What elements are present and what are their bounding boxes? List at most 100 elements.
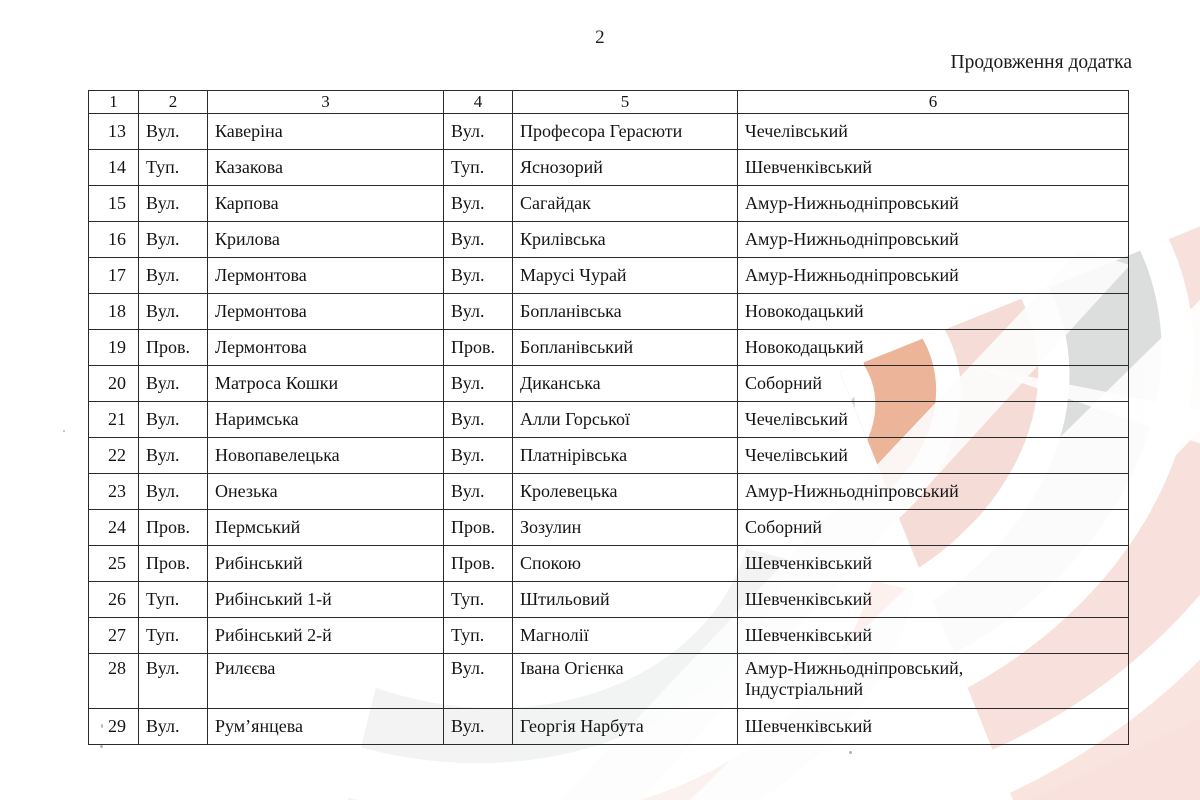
cell-index: 18: [88, 293, 139, 330]
table-row: 13 Вул. Каверіна Вул. Професора Герасюти Чече…: [88, 113, 1129, 150]
cell-new-type: Пров.: [443, 329, 513, 366]
table-row: 16 Вул. Крилова Вул. Крилівська Амур-Нижньодн…: [88, 221, 1129, 258]
table-body: 13 Вул. Каверіна Вул. Професора Герасюти Чече…: [88, 113, 1129, 745]
cell-old-type: Вул.: [138, 708, 208, 745]
cell-old-name: Наримська: [207, 401, 444, 438]
cell-old-type: Вул.: [138, 473, 208, 510]
table-row: 19 Пров. Лермонтова Пров. Бопланівський Новок…: [88, 329, 1129, 366]
district-line-1: Соборний: [745, 372, 823, 393]
cell-district: Амур-Нижньодніпровський, Індустріальний: [737, 653, 1129, 709]
table-row: 24 Пров. Пермський Пров. Зозулин Соборний: [88, 509, 1129, 546]
cell-old-type: Вул.: [138, 653, 208, 709]
table-row: 26 Туп. Рибінський 1-й Туп. Штильовий Шевченк…: [88, 581, 1129, 618]
district-line-1: Шевченківський: [745, 588, 872, 609]
district-line-1: Новокодацький: [745, 300, 864, 321]
table-row: 25 Пров. Рибінський Пров. Спокою Шевченківськ…: [88, 545, 1129, 582]
cell-index: 19: [88, 329, 139, 366]
cell-new-name: Сагайдак: [512, 185, 738, 222]
column-header-4: 4: [443, 90, 513, 114]
cell-district: Шевченківський: [737, 581, 1129, 618]
cell-old-name: Карпова: [207, 185, 444, 222]
district-line-1: Амур-Нижньодніпровський: [745, 480, 959, 501]
cell-district: Шевченківський: [737, 708, 1129, 745]
cell-index: 15: [88, 185, 139, 222]
district-line-1: Амур-Нижньодніпровський: [745, 192, 959, 213]
cell-index: 23: [88, 473, 139, 510]
cell-district: Шевченківський: [737, 149, 1129, 186]
cell-district: Новокодацький: [737, 329, 1129, 366]
cell-new-name: Алли Горської: [512, 401, 738, 438]
cell-new-type: Вул.: [443, 365, 513, 402]
cell-district: Соборний: [737, 509, 1129, 546]
cell-new-type: Вул.: [443, 708, 513, 745]
cell-new-name: Марусі Чурай: [512, 257, 738, 294]
cell-district: Шевченківський: [737, 545, 1129, 582]
cell-new-name: Зозулин: [512, 509, 738, 546]
cell-new-type: Пров.: [443, 545, 513, 582]
cell-old-type: Вул.: [138, 437, 208, 474]
cell-index: 16: [88, 221, 139, 258]
cell-district: Амур-Нижньодніпровський: [737, 185, 1129, 222]
cell-district: Амур-Нижньодніпровський: [737, 221, 1129, 258]
cell-old-name: Рибінський 1-й: [207, 581, 444, 618]
cell-new-name: Георгія Нарбута: [512, 708, 738, 745]
cell-old-name: Крилова: [207, 221, 444, 258]
cell-index: 22: [88, 437, 139, 474]
district-line-1: Соборний: [745, 516, 823, 537]
cell-new-type: Вул.: [443, 401, 513, 438]
cell-new-type: Туп.: [443, 581, 513, 618]
cell-old-name: Пермський: [207, 509, 444, 546]
cell-new-type: Туп.: [443, 617, 513, 654]
cell-index: 27: [88, 617, 139, 654]
cell-old-name: Каверіна: [207, 113, 444, 150]
table-row: 15 Вул. Карпова Вул. Сагайдак Амур-Нижньодніп…: [88, 185, 1129, 222]
cell-district: Амур-Нижньодніпровський: [737, 473, 1129, 510]
cell-old-type: Туп.: [138, 617, 208, 654]
cell-index: 14: [88, 149, 139, 186]
appendix-continuation-label: Продовження додатка: [950, 52, 1132, 73]
cell-new-type: Вул.: [443, 473, 513, 510]
cell-new-type: Вул.: [443, 185, 513, 222]
cell-district: Амур-Нижньодніпровський: [737, 257, 1129, 294]
cell-new-name: Бопланівський: [512, 329, 738, 366]
cell-old-name: Матроса Кошки: [207, 365, 444, 402]
district-line-1: Шевченківський: [745, 552, 872, 573]
table-row: 29 Вул. Рум’янцева Вул. Георгія Нарбута Шевче…: [88, 708, 1129, 745]
table-row: 23 Вул. Онезька Вул. Кролевецька Амур-Нижньод…: [88, 473, 1129, 510]
scan-speck: [101, 724, 103, 728]
district-line-1: Чечелівський: [745, 120, 848, 141]
cell-old-type: Туп.: [138, 149, 208, 186]
street-table-container: 1 2 3 4 5 6 13 Вул. Каверіна Вул. Професора …: [88, 90, 1129, 745]
cell-index: 21: [88, 401, 139, 438]
page-number: 2: [595, 27, 605, 48]
cell-index: 28: [88, 653, 139, 709]
street-renaming-table: 1 2 3 4 5 6 13 Вул. Каверіна Вул. Професора …: [88, 90, 1129, 745]
cell-index: 20: [88, 365, 139, 402]
cell-old-type: Пров.: [138, 329, 208, 366]
cell-old-name: Лермонтова: [207, 257, 444, 294]
cell-old-name: Рум’янцева: [207, 708, 444, 745]
district-line-1: Амур-Нижньодніпровський,: [745, 658, 964, 678]
cell-new-type: Вул.: [443, 113, 513, 150]
table-row: 17 Вул. Лермонтова Вул. Марусі Чурай Амур-Ниж…: [88, 257, 1129, 294]
cell-old-type: Пров.: [138, 545, 208, 582]
cell-index: 17: [88, 257, 139, 294]
cell-district: Чечелівський: [737, 113, 1129, 150]
table-row: 14 Туп. Казакова Туп. Яснозорий Шевченківськи…: [88, 149, 1129, 186]
cell-old-type: Туп.: [138, 581, 208, 618]
cell-new-type: Вул.: [443, 437, 513, 474]
column-header-2: 2: [138, 90, 208, 114]
column-header-5: 5: [512, 90, 738, 114]
district-line-1: Амур-Нижньодніпровський: [745, 228, 959, 249]
table-row: 20 Вул. Матроса Кошки Вул. Диканська Соборний: [88, 365, 1129, 402]
cell-new-name: Магнолії: [512, 617, 738, 654]
district-line-1: Амур-Нижньодніпровський: [745, 264, 959, 285]
column-header-6: 6: [737, 90, 1129, 114]
cell-district: Новокодацький: [737, 293, 1129, 330]
cell-old-type: Вул.: [138, 401, 208, 438]
cell-old-type: Вул.: [138, 113, 208, 150]
cell-old-name: Лермонтова: [207, 293, 444, 330]
cell-old-name: Рибінський 2-й: [207, 617, 444, 654]
table-header-row: 1 2 3 4 5 6: [88, 90, 1129, 114]
